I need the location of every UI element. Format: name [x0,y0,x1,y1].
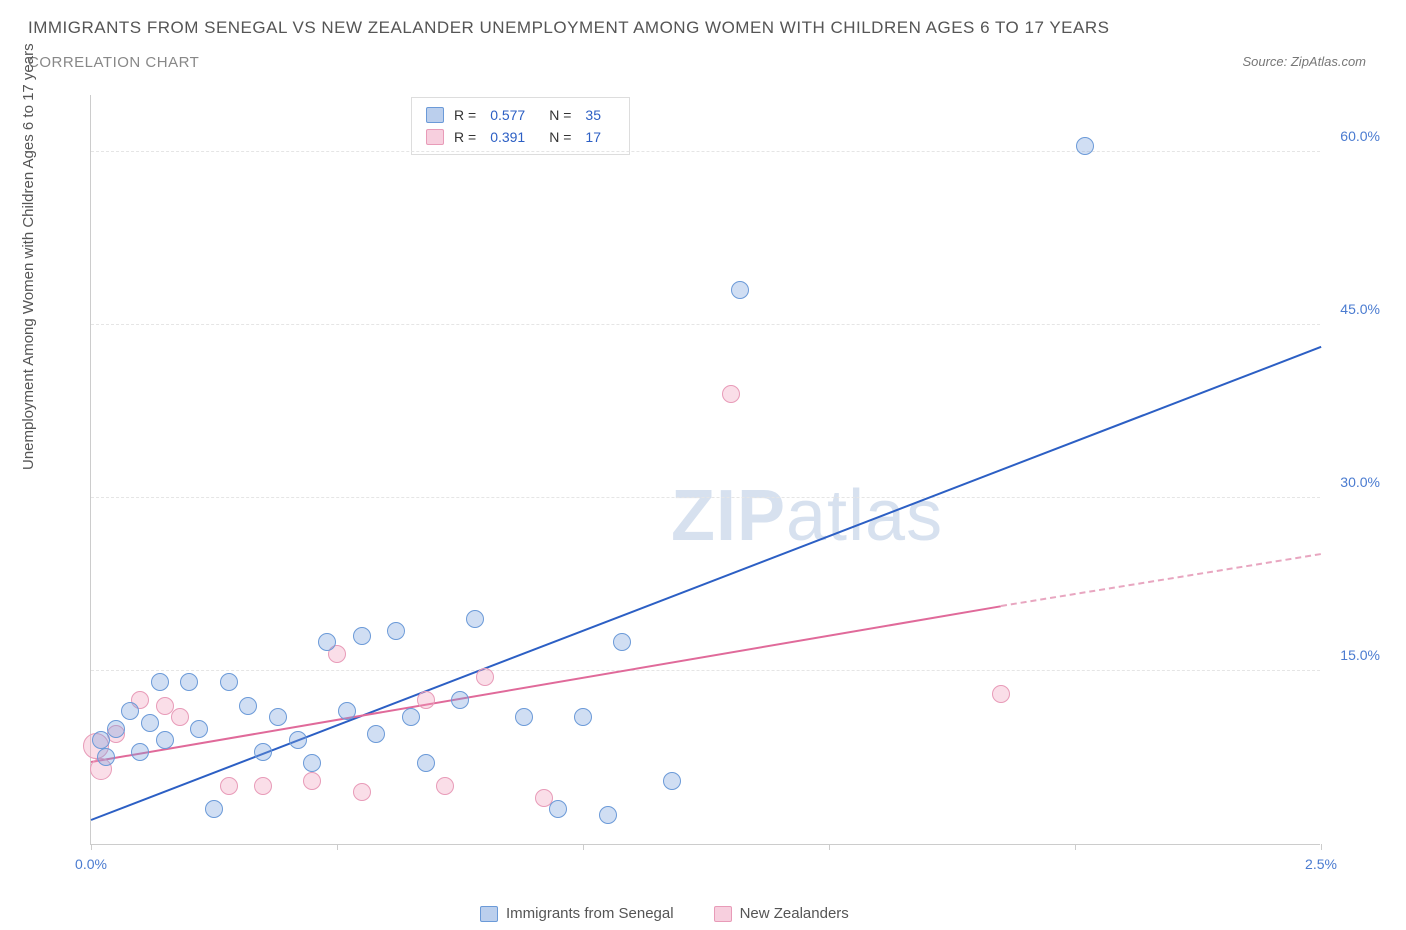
swatch-blue-icon [426,107,444,123]
x-tick-label: 0.0% [75,856,107,872]
data-point-blue [205,800,223,818]
legend-label: Immigrants from Senegal [506,905,674,922]
data-point-blue [402,708,420,726]
x-tick-label: 2.5% [1305,856,1337,872]
data-point-blue [515,708,533,726]
chart-title: IMMIGRANTS FROM SENEGAL VS NEW ZEALANDER… [28,18,1109,38]
r-label: R = [454,126,476,148]
data-point-blue [663,772,681,790]
data-point-blue [353,627,371,645]
legend-label: New Zealanders [740,905,849,922]
swatch-blue-icon [480,906,498,922]
data-point-blue [549,800,567,818]
data-point-blue [269,708,287,726]
n-value: 35 [585,104,601,126]
data-point-blue [338,702,356,720]
gridline [91,497,1320,498]
legend-stats-box: R = 0.577 N = 35 R = 0.391 N = 17 [411,97,630,155]
gridline [91,670,1320,671]
data-point-blue [599,806,617,824]
data-point-pink [722,385,740,403]
data-point-blue [303,754,321,772]
data-point-blue [141,714,159,732]
r-value: 0.391 [490,126,525,148]
data-point-blue [289,731,307,749]
data-point-blue [417,754,435,772]
data-point-blue [107,720,125,738]
y-tick-label: 60.0% [1340,128,1380,144]
y-tick-label: 45.0% [1340,301,1380,317]
x-tick [1321,844,1322,850]
data-point-pink [353,783,371,801]
legend-item-blue: Immigrants from Senegal [480,905,674,922]
data-point-blue [131,743,149,761]
legend-item-pink: New Zealanders [714,905,849,922]
trend-line-pink-dashed [1001,554,1321,608]
watermark-bold: ZIP [671,476,786,556]
gridline [91,324,1320,325]
swatch-pink-icon [714,906,732,922]
y-axis-label: Unemployment Among Women with Children A… [20,43,37,470]
data-point-blue [1076,137,1094,155]
data-point-pink [992,685,1010,703]
r-label: R = [454,104,476,126]
x-tick [337,844,338,850]
data-point-blue [613,633,631,651]
n-label: N = [549,104,571,126]
data-point-pink [436,777,454,795]
x-tick [91,844,92,850]
y-tick-label: 30.0% [1340,474,1380,490]
data-point-pink [417,691,435,709]
data-point-blue [466,610,484,628]
plot-region: ZIPatlas R = 0.577 N = 35 R = 0.391 N = … [90,95,1320,845]
y-tick-label: 15.0% [1340,647,1380,663]
data-point-blue [220,673,238,691]
data-point-blue [156,731,174,749]
bottom-legend: Immigrants from Senegal New Zealanders [480,905,849,922]
data-point-pink [254,777,272,795]
gridline [91,151,1320,152]
legend-stats-row-pink: R = 0.391 N = 17 [426,126,615,148]
data-point-blue [151,673,169,691]
data-point-pink [303,772,321,790]
data-point-blue [254,743,272,761]
data-point-blue [451,691,469,709]
data-point-pink [220,777,238,795]
chart-area: ZIPatlas R = 0.577 N = 35 R = 0.391 N = … [60,85,1360,865]
legend-stats-row-blue: R = 0.577 N = 35 [426,104,615,126]
data-point-blue [97,748,115,766]
x-tick [583,844,584,850]
data-point-blue [239,697,257,715]
data-point-pink [171,708,189,726]
data-point-blue [190,720,208,738]
chart-subtitle: CORRELATION CHART [28,54,199,71]
data-point-blue [387,622,405,640]
data-point-blue [92,731,110,749]
data-point-blue [367,725,385,743]
data-point-blue [121,702,139,720]
data-point-blue [318,633,336,651]
n-value: 17 [585,126,601,148]
n-label: N = [549,126,571,148]
swatch-pink-icon [426,129,444,145]
x-tick [829,844,830,850]
data-point-blue [574,708,592,726]
x-tick [1075,844,1076,850]
data-point-pink [476,668,494,686]
data-point-blue [731,281,749,299]
data-point-blue [180,673,198,691]
r-value: 0.577 [490,104,525,126]
source-label: Source: ZipAtlas.com [1242,54,1366,69]
